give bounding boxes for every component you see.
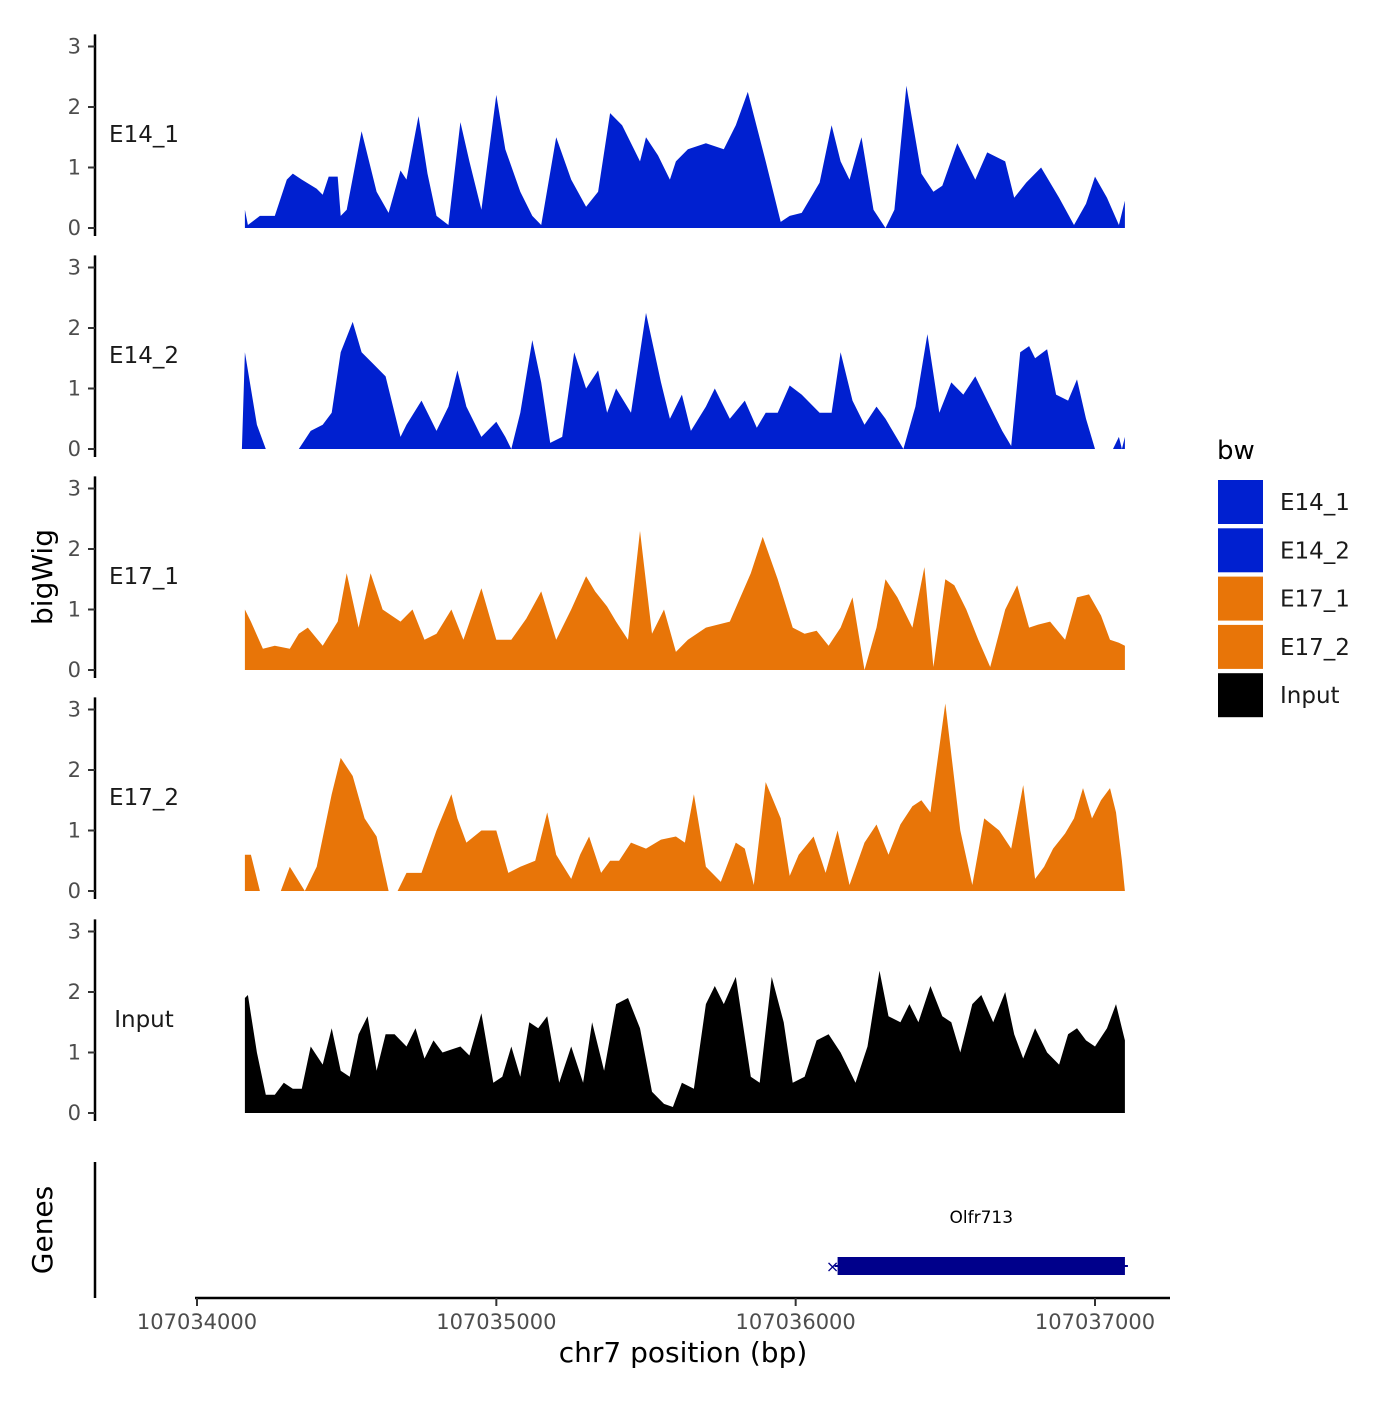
gene-label: Olfr713 [949, 1208, 1013, 1228]
track-label: Input [114, 1007, 174, 1033]
y-tick-label: 1 [68, 819, 81, 843]
y-tick-label: 2 [68, 758, 81, 782]
legend-label: E17_1 [1280, 587, 1350, 613]
x-tick-label: 107034000 [137, 1310, 257, 1334]
x-tick-label: 107036000 [736, 1310, 856, 1334]
legend-item-E17_1: E17_1 [1218, 576, 1350, 621]
y-axis-title: bigWig [26, 529, 59, 625]
signal-area-E14_2 [241, 312, 1125, 449]
y-tick-label: 2 [68, 316, 81, 340]
legend-item-E17_2: E17_2 [1218, 624, 1350, 669]
x-axis: chr7 position (bp) 107034000 107035000 107… [137, 1296, 1170, 1369]
y-tick-label: 0 [68, 658, 81, 682]
signal-area-E17_2 [244, 703, 1125, 891]
x-axis-title: chr7 position (bp) [559, 1336, 808, 1369]
y-tick-label: 1 [68, 156, 81, 180]
y-tick-label: 0 [68, 1101, 81, 1125]
legend-label: E17_2 [1280, 635, 1350, 661]
track-label: E17_1 [109, 564, 179, 590]
gene-strand-marker: × [826, 1257, 839, 1276]
legend-swatch [1218, 673, 1263, 718]
y-tick-label: 2 [68, 537, 81, 561]
y-tick-label: 0 [68, 437, 81, 461]
y-tick-label: 3 [68, 920, 81, 944]
gene-track: Genes × Olfr713 [26, 1162, 1128, 1298]
legend-swatch [1218, 624, 1263, 669]
legend-swatch [1218, 576, 1263, 621]
track-E17_1: 0 1 2 3 E17_1 [68, 476, 1125, 682]
legend-label: Input [1280, 683, 1340, 709]
track-E14_2: 0 1 2 3 E14_2 [68, 255, 1125, 461]
legend-label: E14_1 [1280, 490, 1350, 516]
tracks-layer: 0 1 2 3 E14_1 0 1 2 3 E14_2 0 1 2 3 E17_1 0 1 2 3 E17_2 0 1 2 3… [68, 34, 1125, 1125]
track-Input: 0 1 2 3 Input [68, 919, 1125, 1125]
legend-item-E14_1: E14_1 [1218, 480, 1350, 524]
legend-item-E14_2: E14_2 [1218, 528, 1350, 573]
signal-area-Input [244, 970, 1125, 1113]
legend: bw E14_1 E14_2 E17_1 E17_2 Input [1217, 436, 1350, 718]
signal-area-E17_1 [244, 530, 1125, 670]
y-tick-label: 0 [68, 879, 81, 903]
legend-swatch [1218, 480, 1263, 524]
legend-item-Input: Input [1218, 673, 1340, 718]
y-tick-label: 3 [68, 477, 81, 501]
track-label: E17_2 [109, 785, 179, 811]
y-tick-label: 2 [68, 980, 81, 1004]
track-label: E14_2 [109, 343, 179, 369]
legend-label: E14_2 [1280, 538, 1350, 564]
y-tick-label: 1 [68, 598, 81, 622]
gene-Olfr713: × Olfr713 [826, 1208, 1128, 1276]
gene-body [837, 1257, 1125, 1275]
y-tick-label: 3 [68, 698, 81, 722]
track-label: E14_1 [109, 122, 179, 148]
y-tick-label: 3 [68, 256, 81, 280]
legend-swatch [1218, 528, 1263, 573]
y-tick-label: 1 [68, 377, 81, 401]
track-E17_2: 0 1 2 3 E17_2 [68, 697, 1125, 903]
legend-title: bw [1217, 436, 1255, 466]
x-tick-label: 107037000 [1035, 1310, 1155, 1334]
genes-track-title: Genes [26, 1186, 59, 1274]
y-tick-label: 3 [68, 35, 81, 59]
signal-area-E14_1 [244, 85, 1125, 228]
track-E14_1: 0 1 2 3 E14_1 [68, 34, 1125, 240]
y-tick-label: 1 [68, 1041, 81, 1065]
y-tick-label: 2 [68, 95, 81, 119]
y-tick-label: 0 [68, 216, 81, 240]
x-tick-label: 107035000 [436, 1310, 556, 1334]
